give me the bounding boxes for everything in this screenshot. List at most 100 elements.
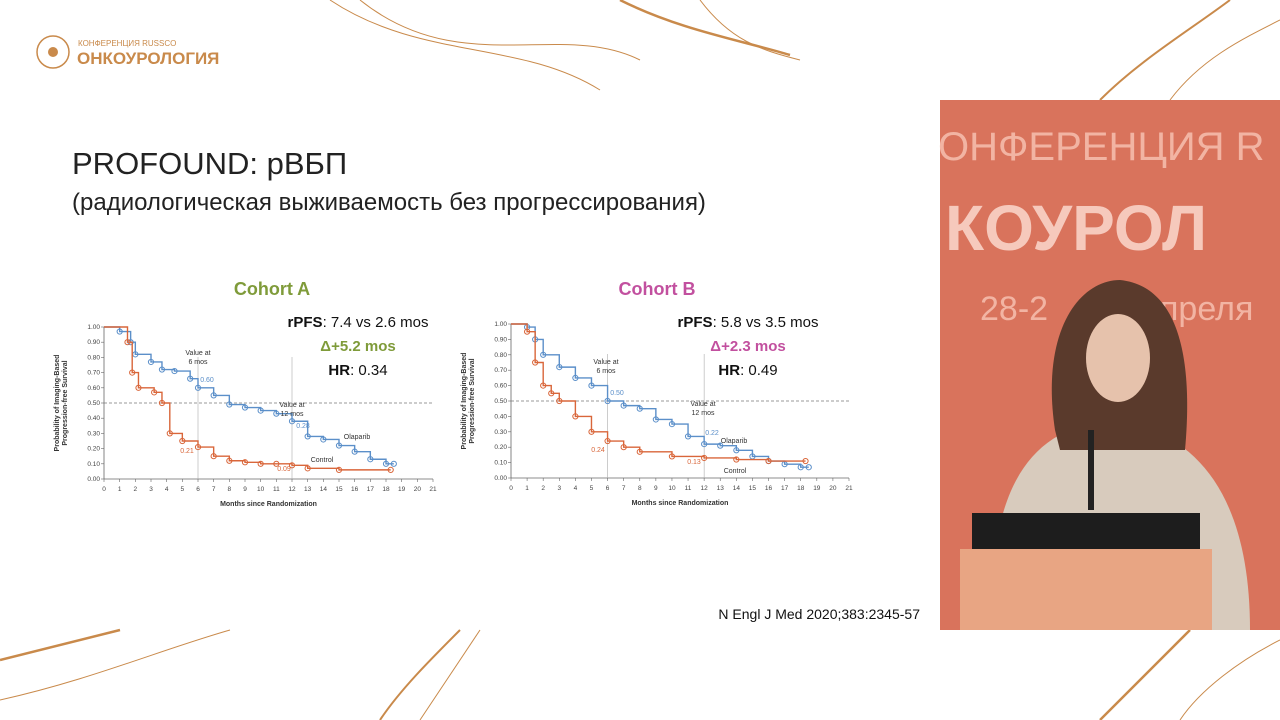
censor-mark bbox=[717, 442, 724, 449]
chart-title: Cohort A bbox=[234, 279, 310, 299]
y-tick-label: 1.00 bbox=[87, 324, 100, 331]
annotation: 0.50 bbox=[610, 390, 624, 397]
censor-mark bbox=[540, 382, 547, 389]
censor-mark bbox=[620, 444, 627, 451]
decor-line bbox=[419, 629, 481, 720]
censor-mark bbox=[367, 456, 374, 463]
y-tick-label: 0.50 bbox=[494, 398, 507, 405]
y-tick-label: 0.80 bbox=[494, 352, 507, 359]
censor-mark bbox=[166, 430, 173, 437]
censor-mark bbox=[548, 390, 555, 397]
censor-mark bbox=[701, 441, 708, 448]
x-tick-label: 3 bbox=[149, 486, 153, 493]
censor-mark bbox=[351, 448, 358, 455]
x-tick-label: 15 bbox=[749, 485, 757, 492]
censor-mark bbox=[210, 453, 217, 460]
x-tick-label: 3 bbox=[557, 485, 561, 492]
decor-line bbox=[619, 0, 791, 57]
x-tick-label: 7 bbox=[212, 486, 216, 493]
y-tick-label: 0.60 bbox=[87, 385, 100, 392]
censor-mark bbox=[241, 459, 249, 466]
x-tick-label: 10 bbox=[257, 486, 265, 493]
censor-mark bbox=[390, 460, 397, 467]
lectern bbox=[960, 549, 1212, 630]
x-tick-label: 20 bbox=[414, 486, 422, 493]
y-tick-label: 0.00 bbox=[494, 475, 507, 482]
y-tick-label: 0.30 bbox=[87, 430, 100, 437]
stat: HR: 0.34 bbox=[328, 362, 387, 379]
censor-mark bbox=[523, 328, 531, 335]
stat: HR: 0.49 bbox=[718, 362, 777, 379]
censor-mark bbox=[171, 367, 178, 375]
y-axis-label: Probability of Imaging-Based bbox=[54, 355, 61, 452]
y-tick-label: 0.70 bbox=[494, 367, 507, 374]
censor-mark bbox=[304, 465, 311, 472]
x-tick-label: 18 bbox=[382, 486, 390, 493]
censor-mark bbox=[158, 399, 166, 407]
backdrop-text: КОУРОЛ bbox=[945, 192, 1207, 264]
x-tick-label: 7 bbox=[622, 485, 626, 492]
x-tick-label: 10 bbox=[668, 485, 676, 492]
stat-text: : 0.34 bbox=[350, 362, 388, 379]
annotation: 0.60 bbox=[200, 377, 214, 384]
decor-line bbox=[1169, 19, 1280, 101]
decor-line bbox=[329, 0, 601, 91]
decor-line bbox=[1099, 629, 1191, 720]
x-tick-label: 0 bbox=[102, 486, 106, 493]
stat-label: rPFS bbox=[288, 314, 323, 331]
censor-mark bbox=[241, 404, 249, 411]
censor-mark bbox=[604, 397, 611, 405]
censor-mark bbox=[382, 460, 390, 467]
censor-mark bbox=[701, 454, 708, 462]
y-tick-label: 0.30 bbox=[494, 429, 507, 436]
x-tick-label: 19 bbox=[398, 486, 406, 493]
censor-mark bbox=[588, 382, 595, 389]
censor-mark bbox=[210, 392, 217, 399]
censor-mark bbox=[572, 413, 579, 420]
x-tick-label: 21 bbox=[845, 485, 853, 492]
x-tick-label: 9 bbox=[243, 486, 247, 493]
logo-org: КОНФЕРЕНЦИЯ RUSSCO bbox=[78, 39, 176, 48]
y-tick-label: 0.90 bbox=[494, 336, 507, 343]
y-tick-label: 0.00 bbox=[87, 476, 100, 483]
censor-mark bbox=[588, 428, 595, 435]
y-tick-label: 0.40 bbox=[87, 415, 100, 422]
censor-mark bbox=[797, 464, 804, 471]
x-tick-label: 8 bbox=[228, 486, 232, 493]
chart-title: Cohort B bbox=[619, 279, 696, 299]
stat-label: Δ+5.2 mos bbox=[320, 338, 395, 355]
censor-mark bbox=[129, 369, 136, 376]
backdrop-text: 28-2 bbox=[980, 290, 1048, 328]
x-tick-label: 14 bbox=[320, 486, 328, 493]
decor-line bbox=[1099, 0, 1231, 101]
x-tick-label: 1 bbox=[118, 486, 122, 493]
annotation: 0.24 bbox=[591, 447, 605, 454]
x-tick-label: 2 bbox=[134, 486, 138, 493]
x-tick-label: 12 bbox=[288, 486, 296, 493]
stat: rPFS: 7.4 vs 2.6 mos bbox=[288, 314, 429, 331]
censor-mark bbox=[733, 447, 740, 454]
stat: rPFS: 5.8 vs 3.5 mos bbox=[678, 314, 819, 331]
censor-mark bbox=[151, 389, 158, 396]
stat-text: : 0.49 bbox=[740, 362, 778, 379]
decor-line bbox=[0, 628, 121, 662]
y-tick-label: 0.20 bbox=[494, 444, 507, 451]
y-tick-label: 0.80 bbox=[87, 354, 100, 361]
censor-mark bbox=[226, 457, 233, 464]
censor-mark bbox=[733, 456, 740, 463]
x-tick-label: 4 bbox=[165, 486, 169, 493]
decor-line bbox=[379, 629, 461, 720]
censor-mark bbox=[604, 437, 611, 445]
x-tick-label: 0 bbox=[509, 485, 513, 492]
y-tick-label: 0.60 bbox=[494, 383, 507, 390]
annotation: 0.22 bbox=[705, 430, 719, 437]
annotation: 0.13 bbox=[687, 459, 701, 466]
x-tick-label: 13 bbox=[717, 485, 725, 492]
y-tick-label: 0.10 bbox=[494, 460, 507, 467]
censor-mark bbox=[135, 384, 142, 391]
speaker-face bbox=[1086, 314, 1150, 402]
x-axis-label: Months since Randomization bbox=[220, 501, 317, 508]
